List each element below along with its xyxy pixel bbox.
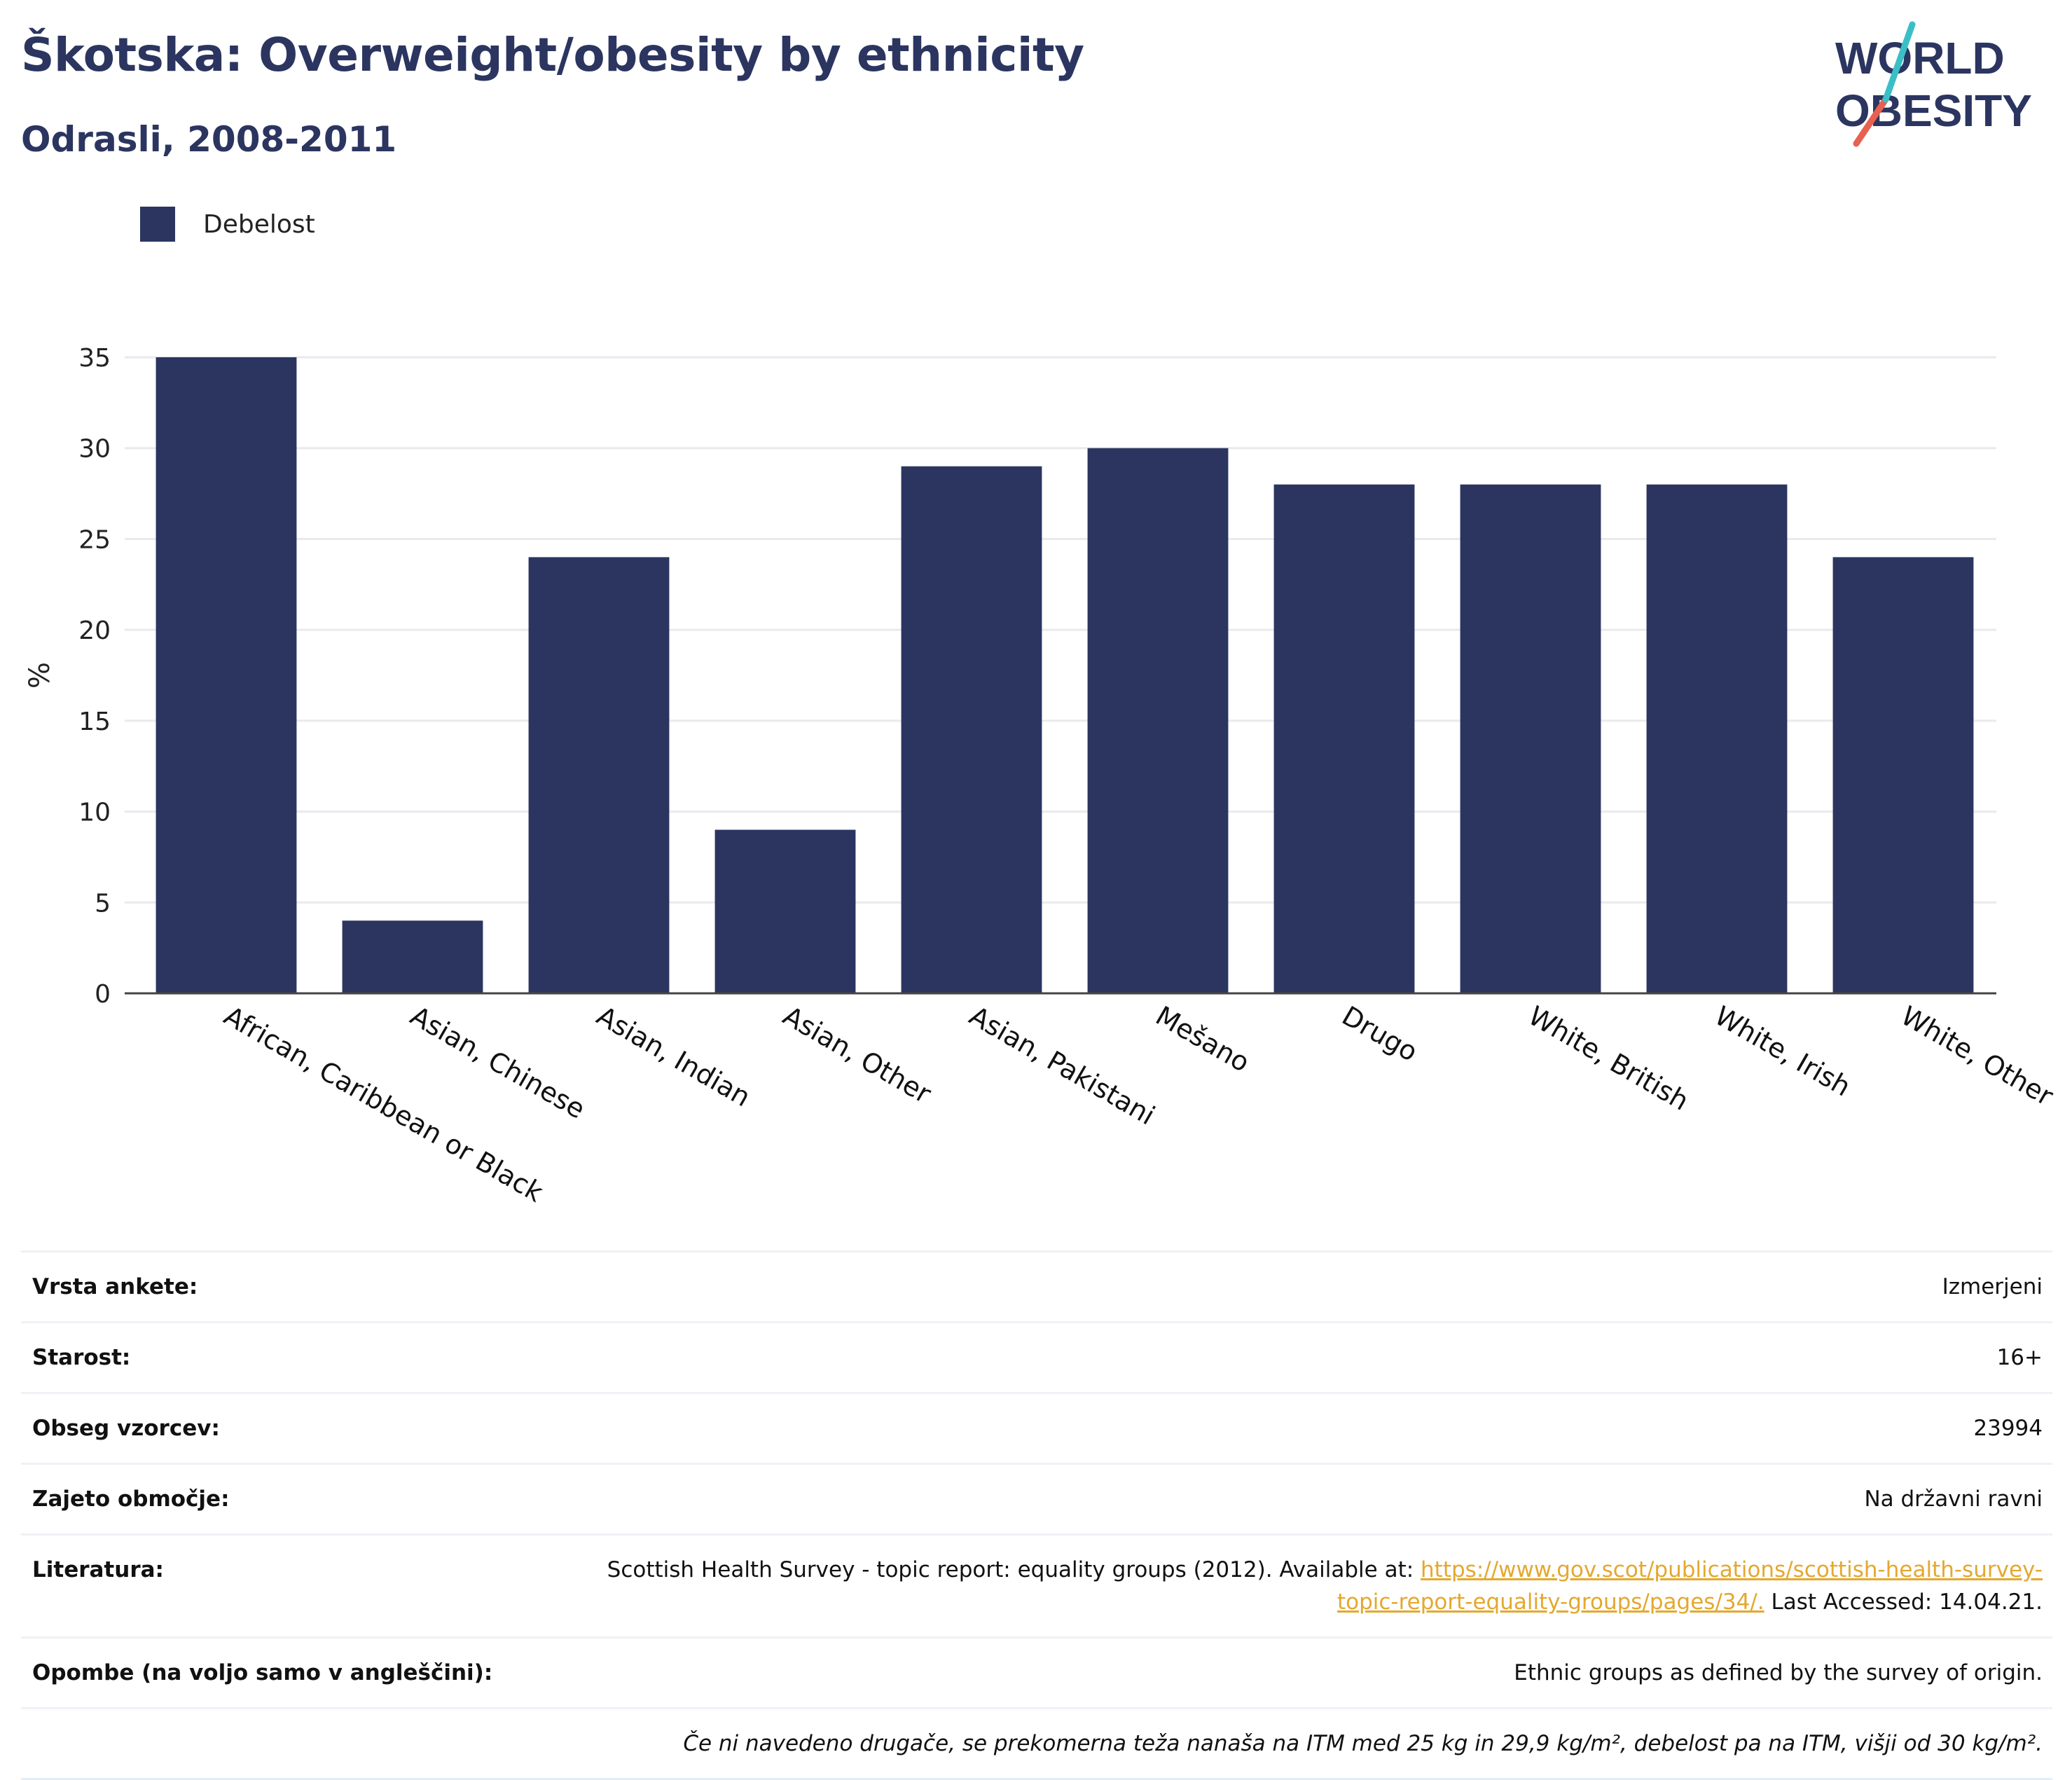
x-tick-label: White, British xyxy=(1524,1000,1694,1117)
legend-swatch xyxy=(140,207,175,242)
notes-label: Opombe (na voljo samo v angleščini): xyxy=(32,1660,493,1685)
bar xyxy=(1460,484,1601,993)
info-row: Obseg vzorcev: 23994 xyxy=(21,1392,2052,1463)
info-label: Obseg vzorcev: xyxy=(32,1416,220,1441)
info-value: 23994 xyxy=(1973,1416,2043,1441)
y-tick-label: 20 xyxy=(78,616,111,645)
bar xyxy=(1273,484,1415,993)
literature-label: Literatura: xyxy=(32,1557,164,1582)
bar xyxy=(901,466,1042,993)
world-obesity-logo: WORLD OBESITY xyxy=(1835,21,2032,147)
chart-legend: Debelost xyxy=(140,207,315,242)
x-tick-label: Asian, Other xyxy=(778,1000,937,1110)
y-tick-label: 10 xyxy=(78,799,111,827)
y-axis-label: % xyxy=(24,662,56,689)
x-tick-label: Asian, Chinese xyxy=(406,1000,590,1125)
literature-link[interactable]: https://www.gov.scot/publications/scotti… xyxy=(1337,1557,2043,1615)
x-tick-label: White, Other xyxy=(1896,1000,2059,1112)
chart-title: Škotska: Overweight/obesity by ethnicity xyxy=(21,28,1084,82)
x-tick-label: Drugo xyxy=(1337,1000,1423,1068)
x-tick-label: African, Caribbean or Black xyxy=(219,1000,548,1208)
info-value: Izmerjeni xyxy=(1942,1274,2043,1299)
bar-chart: 0 5 10 15 20 25 30 35% African, Caribbean or Bla… xyxy=(24,344,2059,1208)
x-tick-label: White, Irish xyxy=(1710,1000,1856,1103)
x-tick-label: Asian, Pakistani xyxy=(965,1000,1161,1131)
notes-value: Ethnic groups as defined by the survey o… xyxy=(1514,1660,2043,1685)
literature-text: Scottish Health Survey - topic report: e… xyxy=(607,1557,1421,1582)
bar xyxy=(342,920,483,993)
y-tick-label: 0 xyxy=(95,980,111,1009)
bar xyxy=(1087,448,1229,993)
x-tick-label: Asian, Indian xyxy=(592,1000,756,1113)
logo-slash-red xyxy=(1853,96,1889,147)
notes-row: Opombe (na voljo samo v angleščini): Eth… xyxy=(21,1636,2052,1707)
info-row: Starost: 16+ xyxy=(21,1321,2052,1392)
literature-row: Literatura: Scottish Health Survey - top… xyxy=(21,1533,2052,1636)
logo-slash-teal xyxy=(1882,21,1916,103)
legend-label: Debelost xyxy=(203,209,315,239)
info-label: Zajeto območje: xyxy=(32,1486,230,1512)
info-row: Vrsta ankete: Izmerjeni xyxy=(21,1250,2052,1321)
y-tick-label: 30 xyxy=(78,435,111,464)
bar xyxy=(1832,557,1974,993)
bar xyxy=(714,829,856,993)
literature-value: Scottish Health Survey - topic report: e… xyxy=(572,1554,2043,1618)
literature-accessed: Last Accessed: 14.04.21. xyxy=(1764,1589,2043,1615)
bar xyxy=(1646,484,1788,993)
footnote: Če ni navedeno drugače, se prekomerna te… xyxy=(683,1731,2043,1756)
info-table: Vrsta ankete: Izmerjeni Starost: 16+ Obs… xyxy=(21,1250,2052,1780)
chart-subtitle: Odrasli, 2008-2011 xyxy=(21,119,397,160)
x-tick-label: Mešano xyxy=(1151,1000,1255,1078)
info-label: Vrsta ankete: xyxy=(32,1274,198,1299)
logo-line1: WORLD xyxy=(1835,33,2005,83)
y-tick-label: 25 xyxy=(78,525,111,554)
y-tick-label: 5 xyxy=(95,889,111,918)
info-value: Na državni ravni xyxy=(1864,1486,2043,1512)
info-row: Zajeto območje: Na državni ravni xyxy=(21,1463,2052,1533)
bar xyxy=(528,557,670,993)
y-tick-label: 35 xyxy=(78,344,111,373)
y-tick-label: 15 xyxy=(78,708,111,736)
bar xyxy=(156,357,297,993)
footnote-row: Če ni navedeno drugače, se prekomerna te… xyxy=(21,1707,2052,1780)
info-label: Starost: xyxy=(32,1345,131,1370)
info-value: 16+ xyxy=(1996,1345,2043,1370)
